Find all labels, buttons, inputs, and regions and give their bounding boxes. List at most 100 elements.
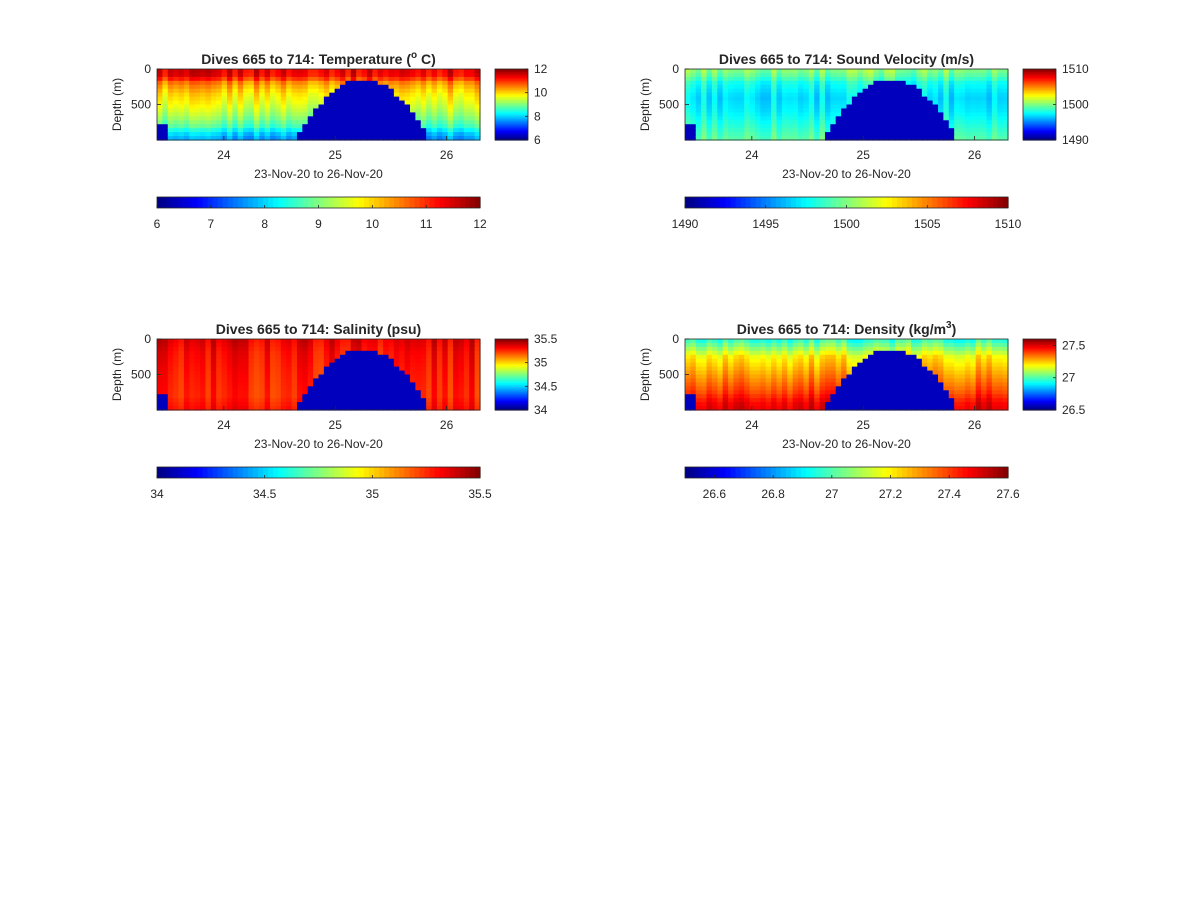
heatmap-cell <box>329 136 336 141</box>
colorbar-segment <box>1023 395 1056 398</box>
heatmap-cell <box>393 406 400 411</box>
heatmap-cell <box>948 370 955 376</box>
heatmap-cell <box>701 120 708 125</box>
heatmap-cell <box>420 358 427 364</box>
heatmap-cell <box>442 350 449 356</box>
heatmap-cell <box>754 350 761 356</box>
heatmap-cell <box>857 120 864 125</box>
heatmap-cell <box>884 354 891 360</box>
colorbar-segment <box>811 467 817 478</box>
heatmap-cell <box>410 128 416 133</box>
heatmap-cell <box>932 358 939 364</box>
heatmap-cell <box>259 370 266 376</box>
heatmap-cell <box>157 374 163 380</box>
heatmap-cell <box>232 342 239 348</box>
heatmap-cell <box>399 366 406 372</box>
colorbar-segment <box>242 467 249 478</box>
heatmap-cell <box>334 72 341 78</box>
colorbar-segment <box>202 467 209 478</box>
colorbar-segment <box>705 197 711 208</box>
heatmap-cell <box>183 342 190 348</box>
heatmap-cell <box>259 76 266 82</box>
heatmap-cell <box>189 339 196 344</box>
colorbar-segment <box>775 197 782 208</box>
heatmap-cell <box>970 72 977 78</box>
heatmap-cell <box>426 76 433 82</box>
heatmap-cell <box>232 69 239 74</box>
heatmap-cell <box>733 120 740 125</box>
heatmap-cell <box>383 362 390 368</box>
heatmap-cell <box>975 132 982 137</box>
heatmap-cell <box>237 112 244 117</box>
heatmap-cell <box>178 124 185 129</box>
heatmap-cell <box>916 382 923 387</box>
heatmap-cell <box>857 382 864 387</box>
heatmap-cell <box>749 398 756 403</box>
heatmap-cell <box>948 108 955 113</box>
colorbar-segment <box>495 79 528 82</box>
heatmap-cell <box>765 92 772 98</box>
heatmap-cell <box>162 104 169 110</box>
heatmap-cell <box>711 92 718 98</box>
heatmap-cell <box>345 386 352 391</box>
heatmap-cell <box>711 358 718 364</box>
heatmap-cell <box>200 366 207 372</box>
heatmap-cell <box>361 354 368 360</box>
heatmap-cell <box>932 100 939 106</box>
heatmap-cell <box>781 84 788 90</box>
heatmap-cell <box>808 128 815 133</box>
heatmap-cell <box>916 398 923 403</box>
heatmap-cell <box>264 96 271 102</box>
heatmap-cell <box>469 132 476 137</box>
heatmap-cell <box>447 80 454 86</box>
colorbar-segment <box>288 197 294 208</box>
colorbar-segment <box>273 197 279 208</box>
heatmap-cell <box>1002 342 1009 348</box>
heatmap-cell <box>986 108 993 113</box>
colorbar-segment <box>157 467 163 478</box>
colorbar-segment <box>495 89 528 92</box>
heatmap-cell <box>846 120 853 125</box>
heatmap-cell <box>447 104 454 110</box>
heatmap-cell <box>205 362 212 368</box>
heatmap-cell <box>1002 402 1009 407</box>
heatmap-cell <box>329 88 336 94</box>
heatmap-cell <box>393 394 400 399</box>
heatmap-cell <box>932 339 939 344</box>
heatmap-cell <box>754 354 761 360</box>
heatmap-cell <box>841 108 848 113</box>
colorbar-segment <box>907 467 913 478</box>
heatmap-cell <box>189 374 196 380</box>
heatmap-cell <box>253 382 260 387</box>
heatmap-cell <box>329 342 336 348</box>
heatmap-cell <box>685 394 691 399</box>
heatmap-cell <box>372 92 379 98</box>
heatmap-cell <box>248 354 255 360</box>
heatmap-cell <box>474 402 481 407</box>
heatmap-cell <box>851 406 858 411</box>
colorbar-segment <box>725 467 732 478</box>
heatmap-cell <box>690 350 697 356</box>
colorbar-segment <box>912 467 918 478</box>
colorbar-frame <box>156 466 481 479</box>
colorbar-segment <box>937 467 943 478</box>
heatmap-cell <box>754 374 761 380</box>
heatmap-cell <box>792 346 799 352</box>
heatmap-cell <box>986 382 993 387</box>
heatmap-cell <box>426 342 433 348</box>
colorbar-segment <box>992 197 999 208</box>
heatmap-cell <box>964 370 971 376</box>
heatmap-cell <box>388 116 395 121</box>
heatmap-cell <box>954 362 961 368</box>
heatmap-cell <box>685 88 691 94</box>
colorbar-segment <box>886 467 893 478</box>
heatmap-cell <box>296 92 303 98</box>
heatmap-cell <box>819 358 826 364</box>
heatmap-cell <box>792 378 799 383</box>
heatmap-cell <box>905 136 912 141</box>
heatmap-cell <box>232 339 239 344</box>
heatmap-cell <box>744 342 751 348</box>
heatmap-cell <box>884 374 891 380</box>
heatmap-cell <box>981 104 988 110</box>
heatmap-cell <box>986 370 993 376</box>
